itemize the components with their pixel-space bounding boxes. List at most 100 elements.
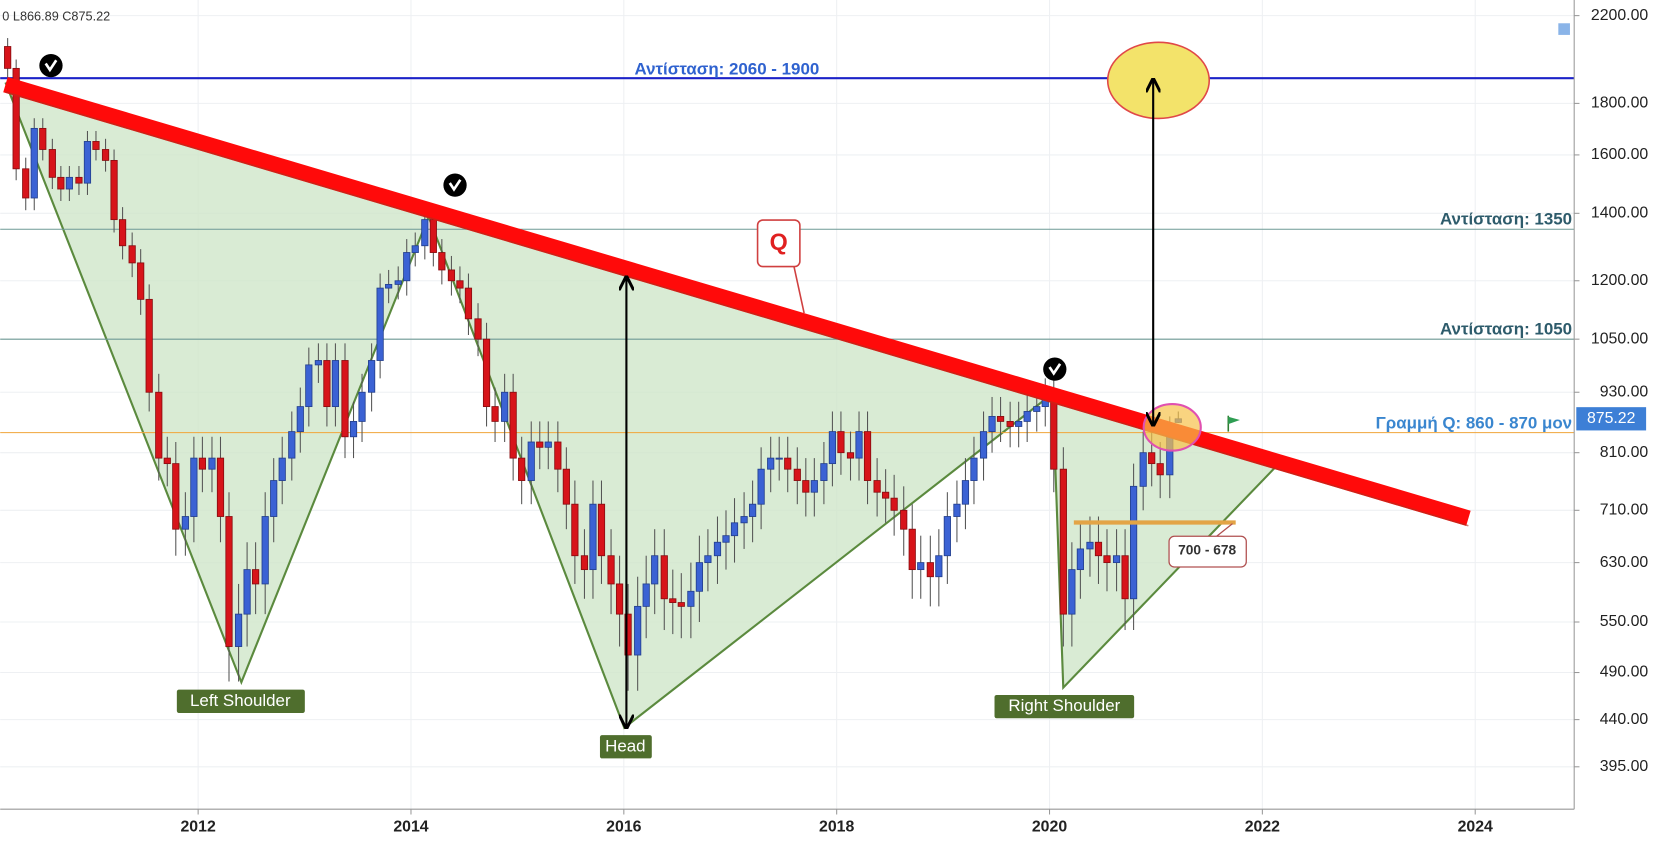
candle-body [172, 463, 180, 530]
candle-body [953, 503, 961, 517]
candle-body [518, 457, 526, 481]
candle-body [634, 605, 642, 656]
candle-body [216, 457, 225, 517]
candle-body [554, 441, 562, 470]
candle-body [863, 431, 872, 481]
candle-body [358, 391, 366, 422]
candle-body [376, 287, 384, 361]
candles [4, 38, 1182, 691]
candle-body [385, 283, 393, 289]
pattern-labels: Left Shoulder Head Right Shoulder [176, 689, 1135, 759]
right-shoulder-label: Right Shoulder [1008, 696, 1120, 715]
trendline [3, 77, 1471, 526]
target-ellipse [1106, 41, 1211, 120]
candle-body [48, 149, 56, 178]
candle-body [491, 406, 499, 422]
candle-body [730, 522, 739, 537]
candle-body [1121, 555, 1129, 600]
marker [443, 173, 467, 197]
candle-body [421, 219, 429, 247]
y-tick-label: 1800.00 [1591, 95, 1649, 112]
candle-body [669, 598, 677, 603]
candle-body [411, 245, 419, 253]
q-label: Q [770, 228, 788, 254]
flag [1227, 415, 1240, 432]
candle-body [820, 463, 828, 481]
y-tick-label: 1200.00 [1591, 272, 1649, 289]
candle-body [403, 252, 411, 282]
candle-body [1086, 541, 1094, 550]
candle-body [757, 468, 765, 505]
candle-body [1112, 555, 1121, 564]
candle-body [341, 360, 349, 438]
left-shoulder-label: Left Shoulder [190, 691, 291, 710]
candle-body [75, 176, 83, 184]
candle-body [740, 516, 748, 524]
resistance-label: Αντίσταση: 1050 [1440, 319, 1572, 338]
candle-body [163, 457, 171, 465]
candle-body [438, 252, 446, 271]
candle-body [252, 569, 260, 585]
y-tick-label: 930.00 [1600, 383, 1649, 400]
candle-body [323, 360, 331, 408]
candle-body [926, 562, 934, 578]
candle-body [198, 457, 206, 470]
candle-body [562, 468, 570, 505]
candle-body [208, 457, 216, 470]
candle-body [349, 420, 358, 438]
candle-body [1076, 548, 1084, 571]
candle-body [288, 431, 296, 459]
candle-body [828, 431, 837, 465]
candle-body [677, 602, 685, 607]
axes: 395.00 440.00 490.00 550.00 630.00 710.00 810.… [180, 7, 1648, 836]
candle-body [57, 176, 65, 190]
head-label: Head [605, 736, 645, 755]
candle-body [368, 360, 376, 393]
candle-body [784, 457, 792, 470]
candle-body [935, 555, 943, 578]
candle-body [536, 441, 544, 448]
candle-body [544, 441, 552, 448]
candle-body [580, 555, 589, 571]
candle-body [145, 298, 153, 393]
candle-body [501, 391, 509, 422]
candle-body [961, 480, 970, 505]
candle-body [278, 457, 286, 481]
candle-body [1033, 406, 1041, 412]
candle-body [101, 149, 110, 161]
candle-body [243, 569, 251, 615]
last-price-label: 875.22 [1587, 410, 1636, 427]
candle-body [1139, 452, 1147, 487]
candle-body [296, 406, 304, 433]
candle-body [225, 516, 233, 647]
candle-body [908, 528, 916, 571]
resistance-label: Αντίσταση: 1350 [1440, 209, 1572, 228]
candle-body [1129, 485, 1138, 600]
candle-body [571, 503, 579, 557]
candle-body [597, 503, 606, 557]
q-line-label: Γραμμή Q: 860 - 870 μον [1376, 414, 1572, 433]
last-price-box [1576, 407, 1647, 431]
ohlc-legend: 0 L866.89 C875.22 [2, 9, 110, 23]
candle-body [802, 480, 810, 493]
candle-body [846, 452, 855, 459]
candle-body [30, 127, 38, 199]
candle-body [988, 415, 996, 433]
y-tick-label: 1400.00 [1591, 205, 1649, 222]
candle-body [943, 516, 951, 557]
candle-body [660, 555, 668, 600]
levels [0, 77, 1575, 434]
candle-body [695, 562, 703, 592]
candle-body [1015, 420, 1023, 427]
candle-body [837, 431, 845, 454]
candle-body [855, 431, 863, 459]
candle-body [615, 583, 624, 615]
candle-body [39, 127, 47, 150]
y-tick-label: 810.00 [1600, 444, 1649, 461]
candle-body [527, 441, 535, 481]
candle-body [234, 613, 243, 647]
candle-body [589, 503, 597, 571]
candle-body [314, 360, 322, 366]
candle-body [92, 141, 100, 150]
candle-body [155, 391, 163, 459]
